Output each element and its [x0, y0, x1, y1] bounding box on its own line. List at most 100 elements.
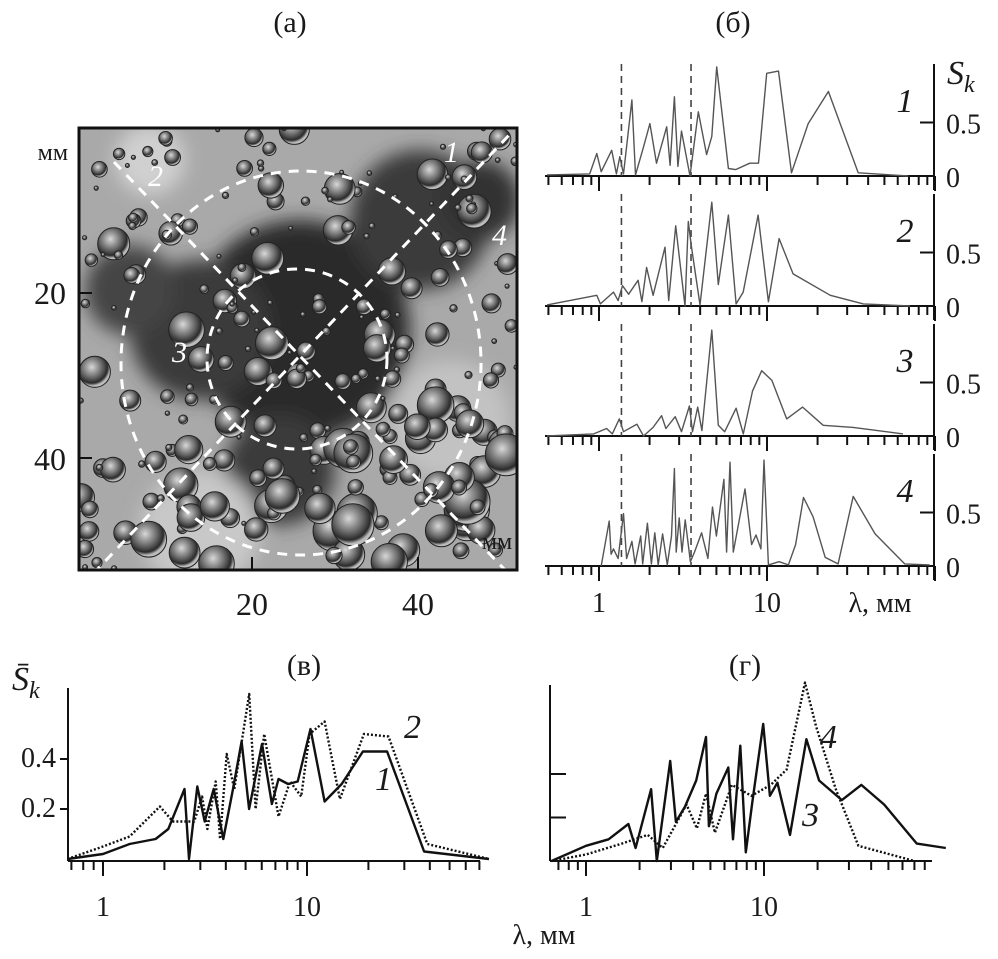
photo-bubble	[383, 370, 402, 388]
panel-b-subplot-4: 0.5 0 4	[545, 454, 981, 584]
photo-bubble	[91, 557, 103, 569]
photo-bubble	[488, 542, 503, 558]
region-label-4: 4	[492, 219, 507, 252]
photo-bubble	[454, 204, 462, 212]
photo-bubble	[142, 145, 154, 158]
photo-bubble	[287, 350, 293, 355]
photo-bubble	[267, 299, 274, 306]
panel-d-title: (г)	[729, 649, 761, 682]
photo-bubble	[377, 257, 406, 286]
photo-bubble	[100, 252, 106, 258]
photo-bubble	[202, 456, 217, 471]
photo-bubble	[357, 368, 369, 380]
photo-bubble	[504, 319, 517, 333]
photo-bubble	[439, 240, 458, 259]
panel-d-series-3	[551, 722, 946, 863]
photo-bubble	[244, 517, 269, 542]
panel-d-xtick-10: 10	[750, 892, 778, 923]
region-label-2: 2	[148, 160, 163, 193]
photo-bubble	[350, 373, 362, 384]
photo-bubble	[295, 363, 306, 374]
photo-bubble	[164, 149, 182, 166]
panel-c-xtick-1: 1	[96, 892, 110, 923]
photo-bubble	[221, 191, 230, 199]
panel-d: (г) 1 10 3 4	[549, 649, 946, 923]
photo-bubble	[393, 347, 410, 364]
photo-bubble	[388, 403, 409, 424]
photo-bubble	[213, 449, 236, 472]
photo-bubble	[324, 424, 332, 432]
photo-bubble	[216, 253, 222, 259]
photo-bubble	[236, 160, 254, 177]
photo-bubble	[470, 141, 493, 164]
photo-bubble	[111, 305, 117, 311]
photo: 1 2 3 4	[79, 128, 517, 570]
photo-bubble	[236, 434, 242, 440]
photo-bubble	[217, 355, 234, 371]
panel-c-ylabel: S̄k	[12, 661, 40, 704]
panel-b-series-2	[546, 201, 911, 307]
panel-b-subplot-3: 0.5 0 3	[545, 324, 981, 454]
photo-shade	[85, 245, 175, 335]
panel-b-ytick-label: 0	[946, 553, 960, 584]
photo-bubble	[452, 542, 470, 560]
photo-bubble	[84, 253, 99, 267]
panel-a-title: (а)	[273, 6, 306, 39]
photo-bubble	[138, 460, 146, 468]
panel-b-subplot-1: 0.5 0 1	[545, 64, 981, 194]
photo-bubble	[341, 220, 356, 235]
diagonal-1	[94, 130, 514, 570]
photo-bubble	[300, 196, 311, 206]
panel-b-ytick-label: 0.5	[946, 110, 981, 141]
photo-bubble	[429, 201, 435, 207]
photo-bubble	[251, 241, 285, 275]
photo-bubble	[363, 232, 370, 240]
photo-bubble	[466, 202, 478, 215]
photo-bubble	[491, 338, 498, 345]
photo-bubble	[198, 545, 235, 570]
photo-bubble	[379, 445, 409, 475]
photo-bubble	[339, 169, 345, 175]
panel-c-title: (в)	[287, 649, 321, 682]
photo-bubble	[95, 463, 104, 472]
photo-bubble	[79, 521, 100, 542]
photo-bubble	[449, 304, 458, 313]
photo-bubble	[451, 479, 468, 496]
panel-b-series-4	[600, 459, 930, 567]
photo-bubble	[439, 143, 447, 150]
photo-bubble	[430, 268, 450, 287]
inner-circle	[205, 267, 389, 451]
panel-b-ylabel: Sk	[947, 55, 975, 98]
photo-bubble	[424, 514, 458, 548]
photo-bubble	[184, 392, 199, 407]
photo-bubble	[299, 433, 309, 443]
photo-bubble	[79, 355, 111, 388]
photo-bubble	[243, 357, 273, 386]
photo-bubble	[256, 159, 265, 167]
photo-bubble	[178, 414, 189, 425]
photo-bubble	[334, 373, 352, 390]
photo-bubble	[445, 174, 452, 181]
panel-b-xlabel: λ, мм	[848, 588, 911, 619]
photo-bubble	[264, 478, 301, 514]
photo-bubble	[254, 327, 260, 333]
photo-bubble	[399, 463, 422, 486]
photo-bubble	[482, 372, 500, 389]
photo-bubble	[81, 500, 99, 519]
x-unit-label: мм	[482, 529, 512, 555]
shared-xlabel: λ, мм	[512, 920, 575, 951]
photo-bubble	[91, 161, 108, 178]
photo-bubble	[244, 128, 264, 148]
photo-bubble	[165, 443, 173, 452]
panel-d-xtick-1: 1	[579, 892, 593, 923]
photo-bubble	[130, 520, 168, 558]
panel-d-series-label: 4	[820, 719, 837, 756]
photo-bubble	[244, 345, 252, 353]
photo-bubble	[494, 157, 501, 164]
x-tick-40: 40	[402, 586, 434, 622]
photo-bubble	[343, 439, 359, 455]
photo-bubble	[496, 253, 517, 275]
photo-bubble	[488, 128, 512, 151]
